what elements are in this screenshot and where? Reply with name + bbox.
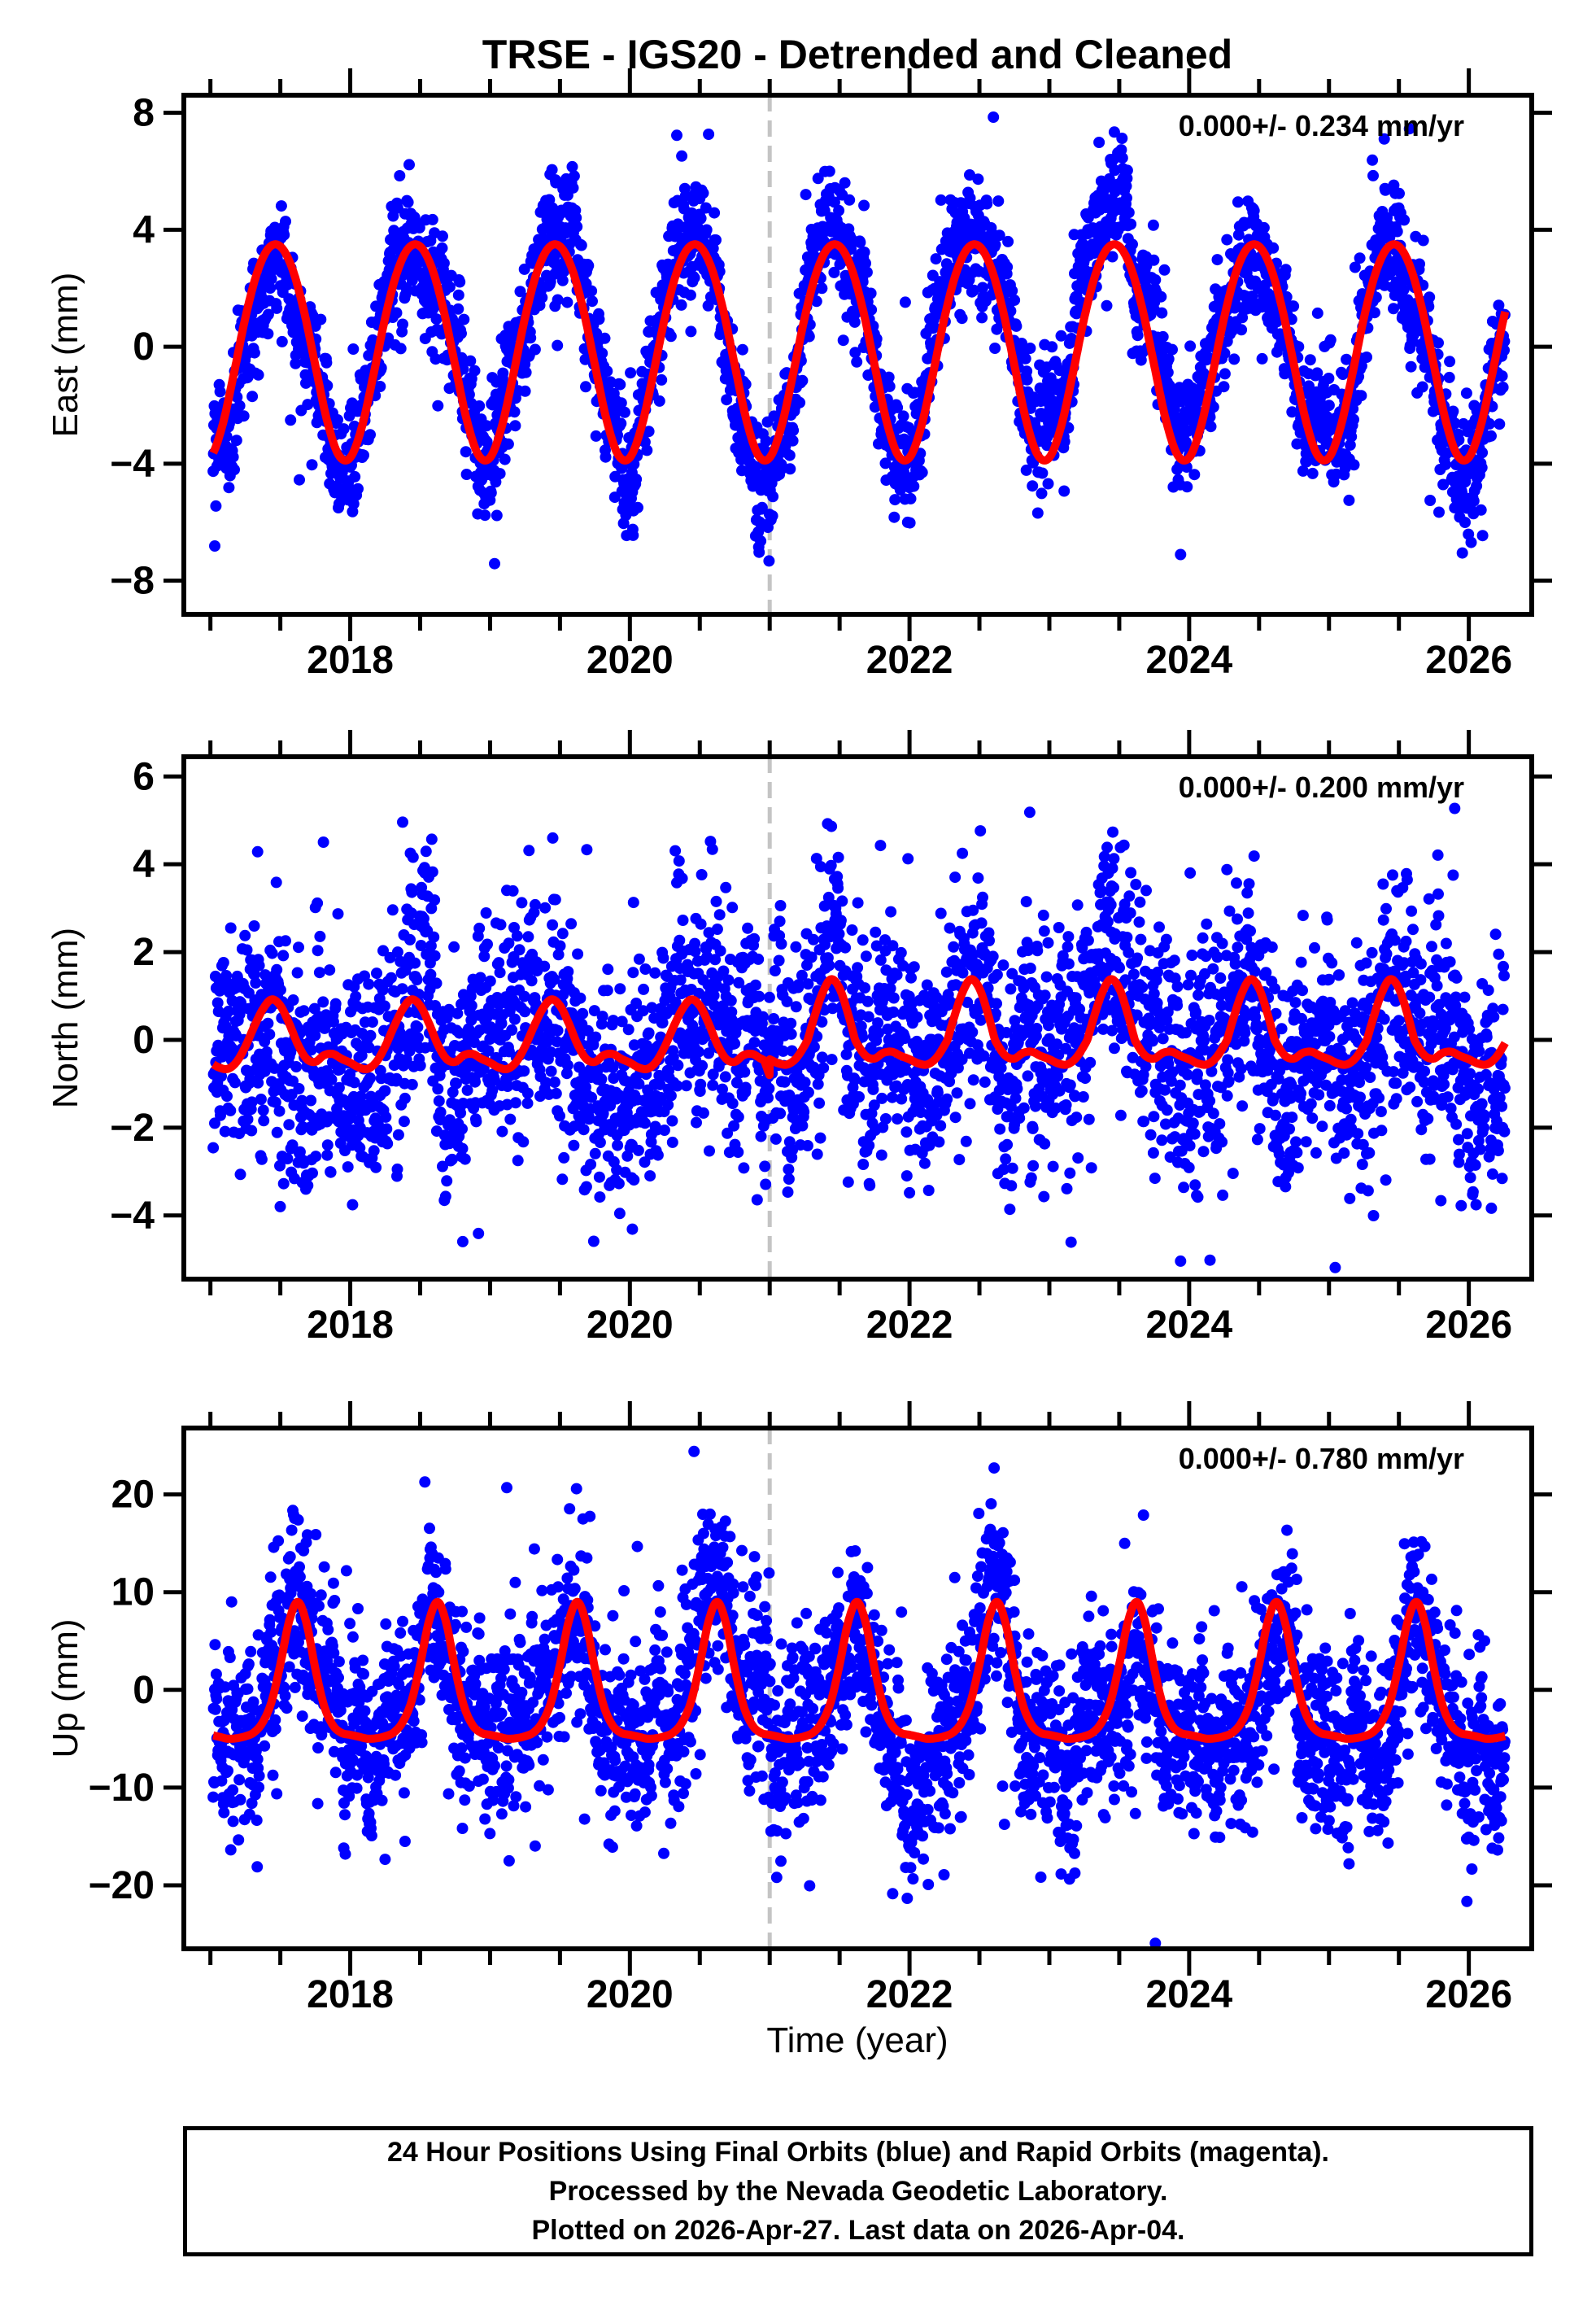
scatter-points-east xyxy=(207,111,1511,570)
panel-east: East (mm) 0.000+/- 0.234 mm/yr −8 −4 0 4 8 20… xyxy=(46,68,1552,682)
x-tick-label: 2018 xyxy=(307,1973,394,2016)
x-tick-label: 2026 xyxy=(1425,639,1512,682)
plot-area-north xyxy=(207,757,1511,1279)
scatter-points-up xyxy=(207,1445,1511,1949)
y-axis-label-up: Up (mm) xyxy=(46,1618,85,1758)
y-tick-label: 2 xyxy=(133,931,155,974)
y-axis-label-north: North (mm) xyxy=(46,928,85,1108)
x-tick-label: 2024 xyxy=(1145,639,1232,682)
panel-up: Up (mm) 0.000+/- 0.780 mm/yr −20 −10 0 10 20… xyxy=(46,1401,1552,2016)
x-axis-title: Time (year) xyxy=(766,2020,948,2060)
y-tick-label: 4 xyxy=(133,843,155,886)
rate-annotation-up: 0.000+/- 0.780 mm/yr xyxy=(1179,1442,1464,1475)
y-tick-label: −2 xyxy=(110,1107,155,1150)
x-tick-label: 2024 xyxy=(1145,1304,1232,1347)
y-tick-label: 10 xyxy=(111,1571,155,1614)
y-tick-label: 6 xyxy=(133,755,155,798)
x-tick-label: 2024 xyxy=(1145,1973,1232,2016)
x-tick-label: 2020 xyxy=(587,1304,674,1347)
y-axis-label-east: East (mm) xyxy=(46,273,85,438)
x-tick-label: 2018 xyxy=(307,1304,394,1347)
plot-area-up xyxy=(207,1428,1511,1949)
panel-north: North (mm) 0.000+/- 0.200 mm/yr −4 −2 0 2 4 6… xyxy=(46,730,1552,1347)
x-tick-label: 2022 xyxy=(866,1973,953,2016)
y-tick-label: 0 xyxy=(133,1019,155,1062)
footer-line-3: Plotted on 2026-Apr-27. Last data on 202… xyxy=(531,2215,1185,2246)
plot-area-east xyxy=(207,95,1511,614)
x-tick-label: 2020 xyxy=(587,1973,674,2016)
rate-annotation-north: 0.000+/- 0.200 mm/yr xyxy=(1179,771,1464,804)
axes-east xyxy=(164,68,1552,641)
footer-line-2: Processed by the Nevada Geodetic Laborat… xyxy=(548,2176,1168,2207)
y-tick-label: 8 xyxy=(133,92,155,135)
y-tick-label: −8 xyxy=(110,560,155,603)
x-tick-label: 2026 xyxy=(1425,1304,1512,1347)
y-tick-label: −10 xyxy=(89,1767,155,1810)
y-tick-label: 4 xyxy=(133,208,155,251)
model-curve-north xyxy=(209,975,1509,1080)
axes-north xyxy=(164,730,1552,1306)
scatter-points-north xyxy=(207,802,1511,1273)
footer-note-box: 24 Hour Positions Using Final Orbits (bl… xyxy=(183,2126,1533,2256)
x-tick-label: 2018 xyxy=(307,639,394,682)
footer-line-1: 24 Hour Positions Using Final Orbits (bl… xyxy=(387,2137,1329,2168)
x-tick-label: 2022 xyxy=(866,639,953,682)
chart-title: TRSE - IGS20 - Detrended and Cleaned xyxy=(482,32,1232,77)
y-tick-label: 20 xyxy=(111,1474,155,1517)
x-tick-label: 2022 xyxy=(866,1304,953,1347)
y-tick-label: 0 xyxy=(133,1669,155,1712)
model-curve-up xyxy=(209,1597,1509,1743)
x-tick-label: 2026 xyxy=(1425,1973,1512,2016)
x-tick-label: 2020 xyxy=(587,639,674,682)
rate-annotation-east: 0.000+/- 0.234 mm/yr xyxy=(1179,109,1464,142)
y-tick-label: −4 xyxy=(110,1194,155,1238)
model-curve-east xyxy=(209,240,1510,465)
axes-up xyxy=(164,1401,1552,1976)
y-tick-label: −4 xyxy=(110,443,155,486)
y-tick-label: 0 xyxy=(133,325,155,369)
y-tick-label: −20 xyxy=(89,1864,155,1907)
